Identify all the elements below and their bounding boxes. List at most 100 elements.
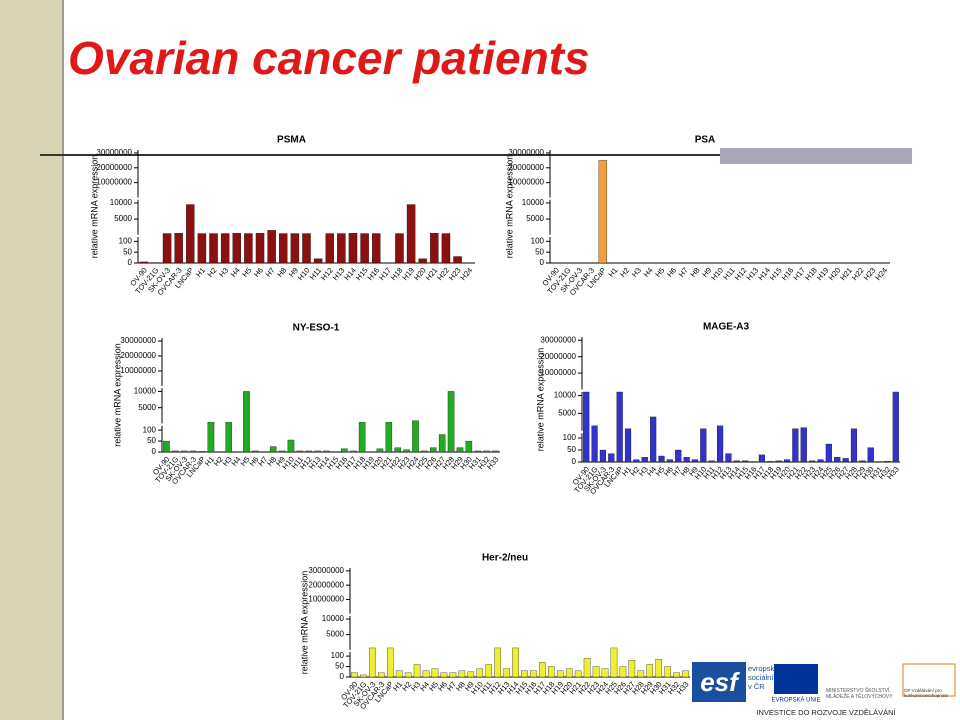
bar xyxy=(619,666,627,678)
bar xyxy=(430,233,439,264)
bar xyxy=(290,233,300,264)
bar xyxy=(406,204,416,264)
bar xyxy=(440,672,448,678)
bar xyxy=(512,647,519,678)
bar xyxy=(421,450,428,453)
bar xyxy=(267,230,276,264)
bar xyxy=(376,448,384,453)
msmt-box: MINISTERSTVO ŠKOLSTVÍ, MLÁDEŽE A TĚLOVÝC… xyxy=(826,688,893,700)
y-tick-label: 5000 xyxy=(326,630,344,639)
bar xyxy=(413,664,421,678)
bar xyxy=(418,258,427,264)
bar xyxy=(180,450,188,453)
bar xyxy=(892,391,899,463)
bar xyxy=(708,460,715,463)
bar xyxy=(483,450,490,453)
bar xyxy=(358,422,366,453)
y-tick-label: 5000 xyxy=(114,214,132,223)
bar xyxy=(378,672,385,678)
y-tick-label: 20000000 xyxy=(120,351,156,360)
y-tick-label: 0 xyxy=(152,447,157,456)
y-tick-label: 30000000 xyxy=(120,336,156,345)
bar xyxy=(269,446,277,453)
esf-text-box: evropský sociální fond v ČR xyxy=(748,664,790,691)
bar xyxy=(431,668,439,678)
bar xyxy=(556,670,564,678)
y-tick-label: 30000000 xyxy=(96,148,132,157)
bar xyxy=(172,450,179,453)
chart-title: PSA xyxy=(695,135,716,146)
bar xyxy=(302,233,311,264)
bar xyxy=(842,458,849,463)
bar xyxy=(278,450,286,453)
y-tick-label: 10000000 xyxy=(120,366,156,375)
bar xyxy=(650,416,657,463)
bar xyxy=(232,233,241,264)
y-tick-label: 100 xyxy=(143,425,157,434)
bar xyxy=(624,428,632,463)
bar xyxy=(225,422,232,453)
y-tick-label: 20000000 xyxy=(508,163,544,172)
y-tick-label: 50 xyxy=(335,662,344,671)
bar xyxy=(438,434,446,453)
y-tick-label: 50 xyxy=(535,247,544,256)
y-tick-label: 50 xyxy=(147,436,156,445)
esf-logo xyxy=(692,662,746,702)
bar xyxy=(430,447,437,453)
bar xyxy=(616,391,623,463)
bar xyxy=(198,451,206,453)
bar xyxy=(404,672,412,678)
y-tick-label: 10000000 xyxy=(540,368,576,377)
y-tick-label: 10000 xyxy=(110,198,133,207)
bar xyxy=(385,422,393,453)
bar xyxy=(422,670,430,678)
op-text: OP Vzdělávání pro konkurenceschopnost xyxy=(904,688,948,698)
bar xyxy=(725,453,732,463)
slogan: INVESTICE DO ROZVOJE VZDĚLÁVÁNÍ xyxy=(756,708,896,717)
bar xyxy=(675,449,682,463)
bar xyxy=(360,233,369,264)
bar xyxy=(733,460,740,463)
bar xyxy=(809,460,816,463)
y-tick-label: 0 xyxy=(340,672,345,681)
bar xyxy=(610,647,618,678)
bar xyxy=(395,233,404,264)
y-tick-label: 10000000 xyxy=(508,178,544,187)
bar xyxy=(783,459,791,463)
bar xyxy=(717,425,724,463)
y-axis-label: relative mRNA expression xyxy=(89,155,99,259)
bar xyxy=(834,457,841,463)
bar xyxy=(456,447,464,453)
bar xyxy=(867,447,874,463)
y-tick-label: 100 xyxy=(331,651,345,660)
y-tick-label: 10000 xyxy=(322,614,345,623)
bar xyxy=(287,439,295,453)
y-tick-label: 100 xyxy=(119,236,133,245)
bar xyxy=(323,450,330,453)
bar xyxy=(447,391,455,453)
bar xyxy=(465,440,473,453)
bar xyxy=(503,668,510,678)
bar xyxy=(369,647,376,678)
eu-flag xyxy=(774,664,818,694)
bar xyxy=(360,674,367,678)
bar xyxy=(884,461,891,463)
bar xyxy=(628,660,636,678)
bar xyxy=(394,447,401,453)
bar xyxy=(372,233,381,264)
bar xyxy=(314,450,321,453)
bar xyxy=(683,457,690,463)
bar xyxy=(641,457,648,463)
bar xyxy=(682,670,689,678)
bar xyxy=(337,233,346,264)
bar xyxy=(664,666,671,678)
bar xyxy=(775,460,782,463)
y-tick-label: 5000 xyxy=(138,403,156,412)
y-tick-label: 30000000 xyxy=(540,335,576,344)
footer-logos: esf evropský sociální fond v ČR EVROPSKÁ… xyxy=(692,662,956,717)
eu-text: EVROPSKÁ UNIE xyxy=(771,697,820,704)
side-stripe xyxy=(0,0,62,720)
bar xyxy=(565,668,573,678)
bar xyxy=(850,428,858,463)
